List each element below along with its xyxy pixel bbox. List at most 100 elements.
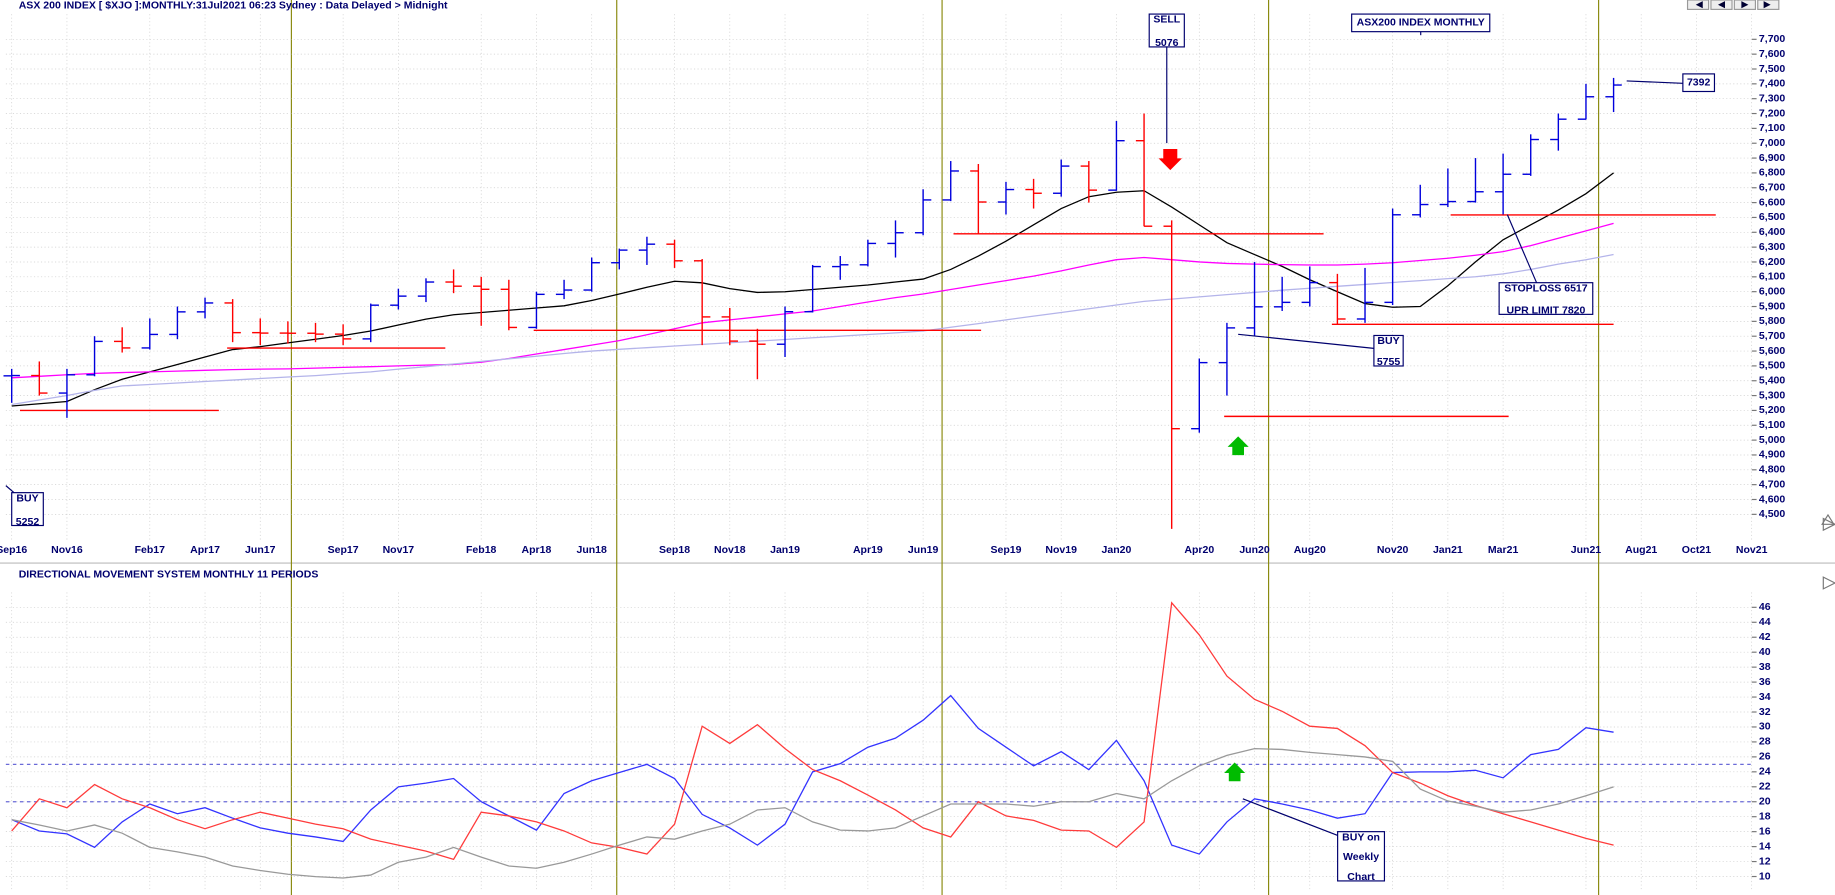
y-tick-label: 6,700 [1759,182,1785,194]
y-tick-label: 4,500 [1759,508,1785,520]
annotation-box [1373,334,1404,367]
x-tick-label: Jun17 [245,544,276,556]
annotation-text: 7392 [1687,76,1711,88]
x-tick-label: Jun18 [576,544,607,556]
panel-title: DIRECTIONAL MOVEMENT SYSTEM MONTHLY 11 P… [19,569,319,581]
y-tick-label: 6,600 [1759,196,1785,208]
x-tick-label: Jan21 [1433,544,1463,556]
y-tick-label: 7,600 [1759,48,1785,60]
annotation-box [1148,13,1185,48]
y-tick-label: 6,000 [1759,285,1785,297]
y-tick-label: 7,200 [1759,107,1785,119]
annotation-text: Chart [1347,871,1375,883]
annotation-text: 5252 [16,516,40,528]
sell-arrow [1158,148,1182,171]
x-tick-label: Apr17 [190,544,220,556]
annotation-text: BUY on [1342,831,1380,843]
y-tick-label: 7,000 [1759,137,1785,149]
y-tick-label: 4,800 [1759,464,1785,476]
x-tick-label: Mar21 [1488,544,1519,556]
y-tick-label: 6,800 [1759,167,1785,179]
chart-title: ASX 200 INDEX [ $XJO ]:MONTHLY:31Jul2021… [19,0,448,12]
y-tick-label: 18 [1759,810,1771,822]
x-tick-label: Aug21 [1625,544,1657,556]
y-tick-label: 10 [1759,870,1771,882]
y-tick-label: 14 [1759,840,1771,852]
x-tick-label: Nov20 [1377,544,1409,556]
y-tick-label: 4,700 [1759,478,1785,490]
y-tick-label: 6,200 [1759,256,1785,268]
nav-icon [1695,1,1703,9]
y-tick-label: 5,200 [1759,404,1785,416]
y-tick-label: 28 [1759,736,1771,748]
y-tick-label: 42 [1759,631,1771,643]
y-tick-label: 6,500 [1759,211,1785,223]
annotation-leader [1506,214,1538,283]
annotation-leader [1238,333,1374,349]
x-tick-label: Jan19 [770,544,800,556]
x-tick-label: Apr18 [522,544,552,556]
y-tick-label: 5,700 [1759,330,1785,342]
annotation-text: STOPLOSS 6517 [1504,282,1588,294]
y-tick-label: 4,900 [1759,449,1785,461]
series-line [11,747,1614,879]
y-tick-label: 5,900 [1759,300,1785,312]
x-tick-label: Jan20 [1102,544,1132,556]
x-tick-label: Oct21 [1682,544,1711,556]
x-tick-label: Aug20 [1294,544,1326,556]
annotation-box [11,492,44,527]
x-tick-label: Jun19 [908,544,939,556]
annotation-box [1337,831,1386,882]
x-tick-label: Feb18 [466,544,497,556]
annotation-box [1682,73,1716,93]
y-tick-label: 32 [1759,706,1771,718]
layers: Sep16 Nov16 Feb17 Apr17 Jun17 Sep17 Nov17 Feb18… [0,13,1785,892]
nav-icon [1717,1,1725,9]
y-tick-label: 12 [1759,855,1771,867]
y-tick-label: 24 [1759,766,1771,778]
y-tick-label: 5,100 [1759,419,1785,431]
period-lines [290,0,1600,895]
x-tick-label: Jun21 [1571,544,1602,556]
nav-icon [1741,1,1749,9]
y-tick-label: 36 [1759,676,1771,688]
annotation-text: 5755 [1377,356,1401,368]
y-tick-label: 34 [1759,691,1771,703]
nav-buttons [1686,0,1780,10]
y-tick-label: 7,500 [1759,63,1785,75]
annotation-leader [1626,80,1683,84]
y-tick-label: 4,600 [1759,493,1785,505]
buy-arrow [1224,762,1246,782]
x-tick-label: Sep16 [0,544,27,556]
annotation-leader [1242,798,1341,837]
annotation-text: BUY [1377,335,1399,347]
y-tick-label: 5,400 [1759,375,1785,387]
x-tick-label: Jun20 [1239,544,1270,556]
y-tick-label: 6,400 [1759,226,1785,238]
y-tick-label: 6,900 [1759,152,1785,164]
series-line [11,253,1614,406]
axis-marker [1822,576,1835,590]
x-tick-label: Apr20 [1184,544,1214,556]
y-tick-label: 26 [1759,751,1771,763]
y-tick-label: 22 [1759,781,1771,793]
annotation-text: BUY [16,492,38,504]
y-tick-label: 5,500 [1759,360,1785,372]
x-tick-label: Feb17 [135,544,166,556]
annotation-text: 5076 [1155,37,1179,49]
y-tick-label: 5,600 [1759,345,1785,357]
x-tick-label: Nov18 [714,544,746,556]
x-tick-label: Apr19 [853,544,883,556]
y-tick-label: 7,300 [1759,92,1785,104]
x-tick-label: Nov21 [1736,544,1768,556]
y-tick-label: 40 [1759,646,1771,658]
y-tick-label: 44 [1759,616,1771,628]
buy-arrow [1227,436,1249,456]
nav-icon [1763,1,1771,9]
annotation-text: UPR LIMIT 7820 [1506,305,1585,317]
y-tick-label: 30 [1759,721,1771,733]
x-tick-label: Nov16 [51,544,83,556]
